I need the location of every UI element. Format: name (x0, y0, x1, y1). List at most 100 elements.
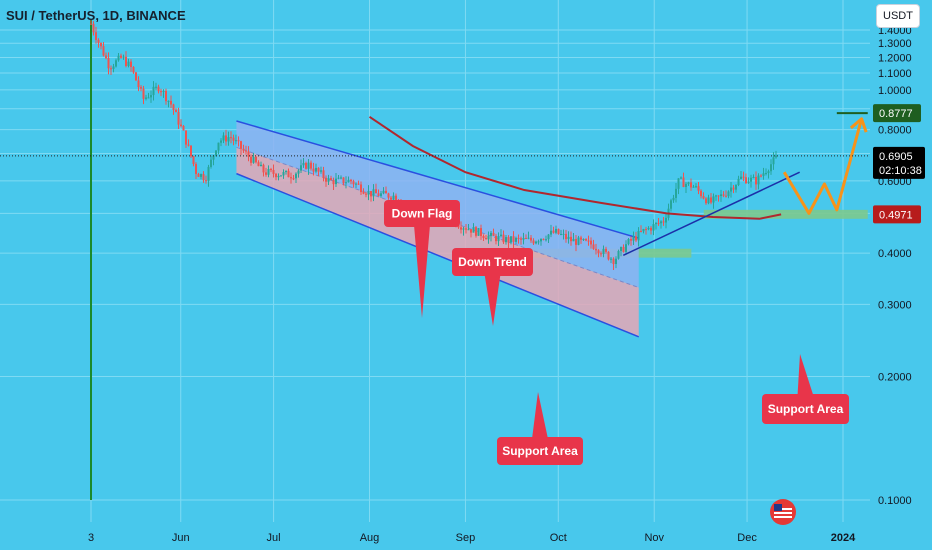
candle-body (700, 190, 702, 197)
candle-body (545, 239, 547, 241)
candle-body (100, 42, 102, 47)
candle-body (532, 240, 535, 244)
y-tick-label: 1.1000 (878, 68, 912, 80)
candle-body (487, 235, 490, 240)
candle-body (722, 194, 725, 196)
last-price-tag: 0.6905 02:10:38 (873, 146, 925, 179)
countdown-timer: 02:10:38 (879, 165, 922, 177)
candle-body (110, 68, 112, 70)
x-tick-label: Nov (644, 532, 664, 544)
last-price-box (873, 146, 925, 179)
candle-body (152, 86, 155, 96)
candle-body (275, 173, 277, 178)
candle-body (475, 227, 477, 236)
candle-body (357, 183, 360, 185)
y-tick-label: 0.3000 (878, 299, 912, 311)
projection-arrowhead (849, 117, 868, 133)
candle-body (530, 237, 532, 241)
candle-body (260, 164, 262, 167)
callout-pointer (414, 225, 430, 318)
candle-body (115, 60, 117, 67)
candle-body (140, 87, 142, 89)
candle-body (482, 236, 485, 239)
candle-body (222, 135, 225, 141)
candle-body (212, 155, 215, 160)
currency-button[interactable]: USDT (876, 4, 920, 28)
candle-body (682, 177, 685, 188)
flag-logo-icon (770, 499, 796, 525)
candle-body (322, 170, 325, 178)
candle-body (555, 228, 557, 233)
candle-body (535, 241, 537, 244)
grid (0, 0, 870, 522)
candle-body (512, 236, 515, 242)
candle-body (277, 175, 280, 178)
candle-body (760, 175, 762, 177)
candle-body (262, 164, 265, 173)
channel-lower-line (236, 172, 640, 338)
candle-body (252, 156, 255, 163)
candle-body (112, 66, 115, 69)
candle-body (310, 162, 312, 169)
candle-body (595, 248, 597, 251)
annotation-callout: Support Area (762, 354, 849, 424)
candle-body (172, 104, 175, 110)
callout-label: Down Flag (392, 207, 453, 221)
candle-body (255, 156, 257, 163)
candle-body (130, 61, 132, 67)
candle-body (360, 184, 362, 193)
candle-body (662, 221, 665, 223)
candle-body (732, 187, 735, 190)
candle-body (242, 148, 245, 151)
candle-body (597, 250, 600, 254)
candle-body (592, 244, 595, 249)
candle-body (565, 233, 567, 240)
candle-body (642, 229, 645, 232)
x-tick-label: Oct (550, 532, 567, 544)
candle-body (697, 186, 700, 191)
candle-body (225, 135, 227, 142)
candle-body (380, 193, 382, 196)
candle-body (540, 238, 542, 242)
candle-body (757, 175, 760, 185)
candle-body (155, 86, 157, 88)
callout-pointer (797, 354, 814, 396)
candle-body (287, 170, 290, 178)
candle-body (490, 232, 492, 236)
price-tag-label: 0.8777 (879, 108, 913, 120)
candle-body (575, 238, 577, 245)
candle-body (342, 177, 345, 184)
candle-body (755, 177, 757, 185)
candle-body (382, 190, 385, 194)
y-tick-label: 1.0000 (878, 85, 912, 97)
candle-body (705, 198, 707, 204)
candle-body (585, 239, 587, 241)
candle-body (177, 112, 180, 125)
candle-body (375, 189, 377, 194)
candle-body (775, 155, 777, 158)
candle-body (542, 238, 545, 240)
candle-body (655, 222, 657, 225)
annotation-callout: Down Flag (384, 200, 460, 318)
candle-body (582, 239, 585, 241)
candle-body (665, 217, 667, 223)
candle-body (472, 227, 475, 233)
x-tick-label: 3 (88, 532, 94, 544)
candle-body (157, 86, 160, 92)
x-tick-label: Jun (172, 532, 190, 544)
candle-body (232, 137, 235, 141)
candle-body (337, 177, 340, 179)
candle-body (330, 178, 332, 180)
candle-body (125, 56, 127, 66)
y-tick-label: 0.2000 (878, 372, 912, 384)
candle-body (235, 140, 237, 142)
candle-body (495, 235, 497, 242)
candle-body (710, 197, 712, 203)
candle-body (657, 222, 660, 224)
candle-body (477, 228, 480, 236)
candle-body (485, 238, 487, 240)
candle-body (355, 183, 357, 185)
candle-body (630, 239, 632, 241)
